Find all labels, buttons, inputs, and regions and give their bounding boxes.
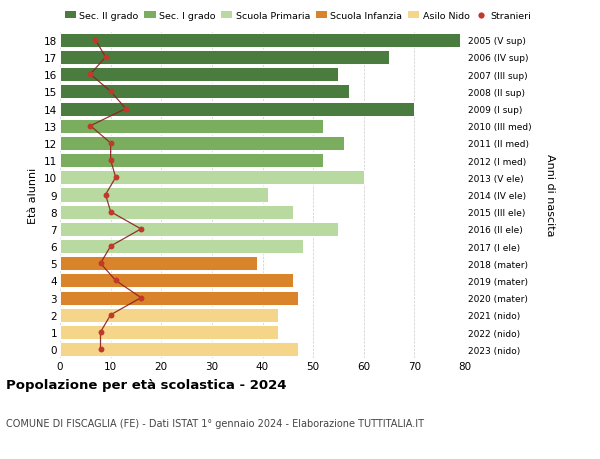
- Point: [111, 174, 121, 182]
- Bar: [60, 154, 323, 168]
- Point: [121, 106, 131, 113]
- Point: [86, 71, 95, 78]
- Point: [106, 208, 115, 216]
- Bar: [60, 68, 338, 82]
- Bar: [60, 325, 278, 339]
- Bar: [60, 308, 278, 322]
- Point: [96, 329, 106, 336]
- Bar: [60, 240, 303, 253]
- Bar: [60, 188, 268, 202]
- Text: Popolazione per età scolastica - 2024: Popolazione per età scolastica - 2024: [6, 379, 287, 392]
- Point: [106, 312, 115, 319]
- Bar: [60, 291, 298, 305]
- Bar: [60, 102, 415, 116]
- Text: COMUNE DI FISCAGLIA (FE) - Dati ISTAT 1° gennaio 2024 - Elaborazione TUTTITALIA.: COMUNE DI FISCAGLIA (FE) - Dati ISTAT 1°…: [6, 418, 424, 428]
- Bar: [60, 257, 257, 271]
- Point: [136, 226, 146, 233]
- Y-axis label: Anni di nascita: Anni di nascita: [545, 154, 555, 236]
- Legend: Sec. II grado, Sec. I grado, Scuola Primaria, Scuola Infanzia, Asilo Nido, Stran: Sec. II grado, Sec. I grado, Scuola Prim…: [65, 12, 530, 21]
- Bar: [60, 119, 323, 134]
- Bar: [60, 34, 460, 48]
- Y-axis label: Età alunni: Età alunni: [28, 167, 38, 223]
- Point: [86, 123, 95, 130]
- Bar: [60, 51, 389, 65]
- Bar: [60, 137, 343, 151]
- Point: [106, 243, 115, 250]
- Bar: [60, 205, 293, 219]
- Point: [106, 140, 115, 147]
- Point: [101, 191, 110, 199]
- Bar: [60, 274, 293, 288]
- Bar: [60, 222, 338, 236]
- Point: [106, 89, 115, 96]
- Point: [111, 277, 121, 285]
- Point: [101, 54, 110, 62]
- Point: [136, 294, 146, 302]
- Point: [96, 346, 106, 353]
- Point: [106, 157, 115, 164]
- Bar: [60, 342, 298, 357]
- Point: [91, 37, 100, 45]
- Point: [96, 260, 106, 267]
- Bar: [60, 85, 349, 99]
- Bar: [60, 171, 364, 185]
